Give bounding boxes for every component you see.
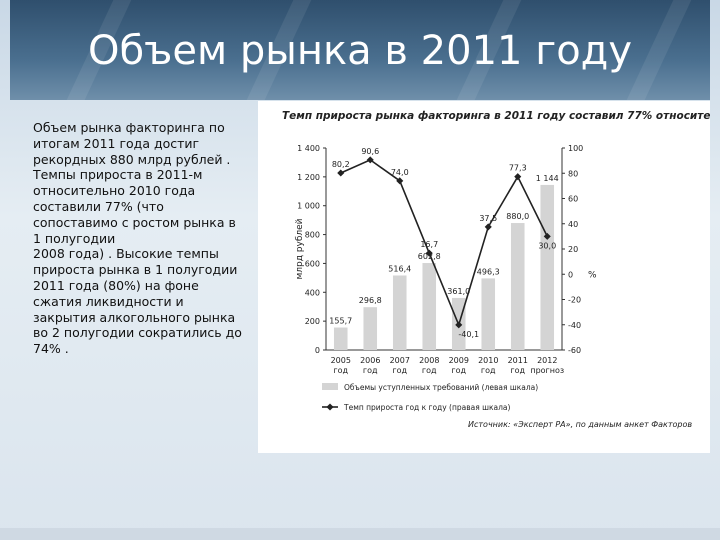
page-title: Объем рынка в 2011 году [87, 28, 633, 74]
category-label-year: 2008 [419, 356, 439, 365]
left-tick-label: 400 [305, 288, 320, 297]
legend-bar-swatch [322, 383, 338, 390]
growth-value-label: -40,1 [458, 330, 479, 339]
right-tick-label: 100 [568, 144, 583, 153]
bar-value-label: 361,0 [447, 287, 470, 296]
category-label-suffix: год [451, 366, 466, 375]
body-paragraph-2: 2008 года) . Высокие темпы прироста рынк… [33, 246, 242, 357]
bar [540, 184, 555, 350]
growth-point [514, 173, 522, 181]
right-tick-label: -60 [568, 346, 581, 355]
growth-value-label: 30,0 [538, 241, 556, 250]
bar [363, 307, 378, 350]
chart-panel: Темп прироста рынка факторинга в 2011 го… [258, 101, 720, 453]
category-label-year: 2011 [508, 356, 528, 365]
right-tick-label: 60 [568, 195, 578, 204]
growth-point [543, 232, 551, 240]
growth-point [396, 177, 404, 185]
category-label-suffix: год [392, 366, 407, 375]
growth-value-label: 16,7 [420, 240, 438, 249]
growth-point [366, 156, 374, 164]
growth-value-label: 77,3 [509, 164, 527, 173]
bar [481, 278, 496, 350]
legend-line-label: Темп прироста год к году (правая шкала) [343, 403, 511, 412]
category-label-year: 2007 [390, 356, 410, 365]
legend-line-marker [326, 403, 334, 411]
left-tick-label: 1 400 [297, 144, 320, 153]
growth-value-label: 37,5 [479, 214, 497, 223]
category-label-suffix: год [510, 366, 525, 375]
factoring-chart: Темп прироста рынка факторинга в 2011 го… [282, 110, 720, 429]
category-label-suffix: год [481, 366, 496, 375]
right-tick-label: 80 [568, 169, 578, 178]
bar [392, 275, 407, 350]
bar-value-label: 516,4 [388, 264, 411, 273]
right-tick-label: 20 [568, 245, 578, 254]
category-label-suffix: прогноз [530, 366, 564, 375]
category-label-year: 2006 [360, 356, 380, 365]
bar-value-label: 880,0 [506, 212, 529, 221]
left-tick-label: 1 200 [297, 173, 320, 182]
growth-point [455, 321, 463, 329]
bar-value-label: 1 144 [536, 174, 559, 183]
growth-point [425, 249, 433, 257]
growth-point [337, 169, 345, 177]
left-tick-label: 1 000 [297, 202, 320, 211]
category-label-suffix: год [363, 366, 378, 375]
growth-value-label: 90,6 [361, 147, 379, 156]
y2-axis-label: % [588, 270, 597, 280]
bar-value-label: 155,7 [329, 317, 352, 326]
left-tick-label: 0 [315, 346, 320, 355]
category-label-year: 2012 [537, 356, 557, 365]
growth-value-label: 80,2 [332, 160, 350, 169]
growth-value-label: 74,0 [391, 168, 409, 177]
category-label-suffix: год [333, 366, 348, 375]
right-tick-label: 40 [568, 220, 578, 229]
bar-value-label: 496,3 [477, 267, 500, 276]
right-tick-label: -20 [568, 296, 581, 305]
right-tick-label: 0 [568, 270, 573, 279]
chart-title: Темп прироста рынка факторинга в 2011 го… [282, 110, 710, 122]
category-label-year: 2010 [478, 356, 498, 365]
bar [510, 223, 525, 350]
category-label-year: 2009 [449, 356, 469, 365]
bar [333, 327, 348, 350]
growth-point [484, 223, 492, 231]
right-tick-label: -40 [568, 321, 581, 330]
title-band [10, 0, 710, 100]
legend-bar-label: Объемы уступленных требований (левая шка… [344, 383, 538, 392]
left-tick-label: 200 [305, 317, 320, 326]
category-label-year: 2005 [331, 356, 351, 365]
left-tick-label: 600 [305, 259, 320, 268]
body-paragraph-1: Объем рынка факторинга по итогам 2011 го… [33, 120, 236, 246]
chart-source: Источник: «Эксперт РА», по данным анкет … [468, 420, 692, 429]
bar [422, 263, 437, 350]
bar-value-label: 296,8 [359, 296, 382, 305]
left-tick-label: 800 [305, 231, 320, 240]
category-label-suffix: год [422, 366, 437, 375]
body-text: Объем рынка факторинга по итогам 2011 го… [33, 120, 245, 357]
growth-line [340, 158, 548, 328]
y-axis-label: млрд рублей [295, 218, 305, 279]
bottom-strip [0, 528, 720, 540]
